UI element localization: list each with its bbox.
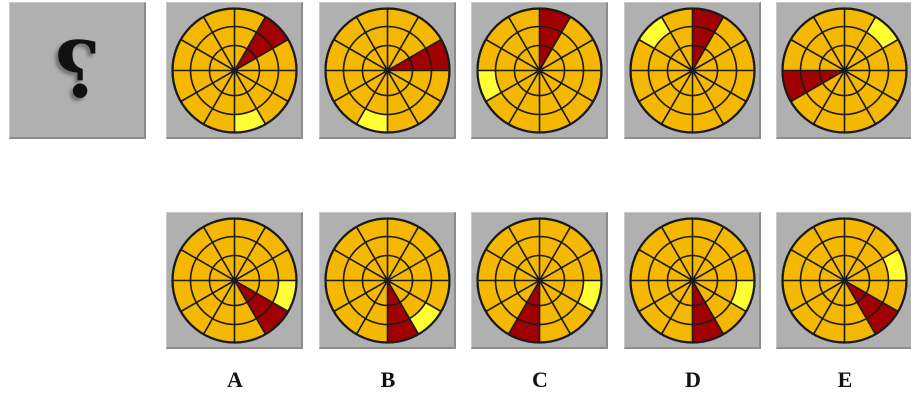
wheel-hub bbox=[537, 68, 542, 73]
wheel-hub bbox=[385, 278, 390, 283]
wheel bbox=[781, 217, 908, 344]
red-sector bbox=[387, 280, 419, 343]
red-sector bbox=[539, 8, 571, 71]
wheel bbox=[324, 217, 451, 344]
red-sector bbox=[234, 16, 289, 71]
wheel bbox=[629, 7, 756, 134]
wheel-rim bbox=[324, 217, 451, 344]
option-label-d: D bbox=[685, 367, 701, 392]
red-sector bbox=[508, 280, 540, 343]
red-sector bbox=[782, 70, 845, 102]
wheel bbox=[476, 7, 603, 134]
wheel bbox=[476, 217, 603, 344]
option-label-a: A bbox=[227, 367, 243, 392]
wheel-rim bbox=[629, 7, 756, 134]
option-tile-c[interactable] bbox=[471, 212, 608, 349]
sequence-tile-3 bbox=[471, 2, 608, 139]
option-label-b: B bbox=[380, 367, 396, 392]
red-sector bbox=[692, 280, 724, 343]
wheel bbox=[171, 7, 298, 134]
red-sector bbox=[387, 39, 450, 71]
wheel bbox=[171, 217, 298, 344]
wheel-rim bbox=[781, 7, 908, 134]
yellow-cell bbox=[638, 16, 671, 49]
question-mark: ? bbox=[54, 25, 101, 116]
wheel-hub bbox=[385, 68, 390, 73]
wheel-rim bbox=[171, 217, 298, 344]
option-tile-b[interactable] bbox=[319, 212, 456, 349]
option-label-e: E bbox=[837, 367, 853, 392]
wheel-hub bbox=[232, 278, 237, 283]
option-label-c: C bbox=[532, 367, 548, 392]
sequence-tile-2 bbox=[319, 2, 456, 139]
wheel-hub bbox=[690, 68, 695, 73]
wheel-rim bbox=[324, 7, 451, 134]
wheel bbox=[324, 7, 451, 134]
wheel-rim bbox=[171, 7, 298, 134]
wheel bbox=[781, 7, 908, 134]
wheel-rim bbox=[476, 217, 603, 344]
wheel-rim bbox=[781, 217, 908, 344]
sequence-tile-5 bbox=[776, 2, 911, 139]
yellow-cell bbox=[409, 302, 442, 335]
option-tile-e[interactable] bbox=[776, 212, 911, 349]
wheel bbox=[629, 217, 756, 344]
sequence-tile-1 bbox=[166, 2, 303, 139]
wheel-rim bbox=[629, 217, 756, 344]
wheel-hub bbox=[842, 68, 847, 73]
wheel-hub bbox=[690, 278, 695, 283]
wheel-hub bbox=[842, 278, 847, 283]
red-sector bbox=[692, 8, 724, 71]
wheel-hub bbox=[232, 68, 237, 73]
wheel-rim bbox=[476, 7, 603, 134]
red-sector bbox=[844, 280, 899, 335]
wheel-hub bbox=[537, 278, 542, 283]
option-tile-d[interactable] bbox=[624, 212, 761, 349]
red-sector bbox=[234, 280, 289, 335]
sequence-tile-4 bbox=[624, 2, 761, 139]
yellow-cell bbox=[866, 16, 899, 49]
question-tile: ? bbox=[9, 2, 146, 139]
option-tile-a[interactable] bbox=[166, 212, 303, 349]
